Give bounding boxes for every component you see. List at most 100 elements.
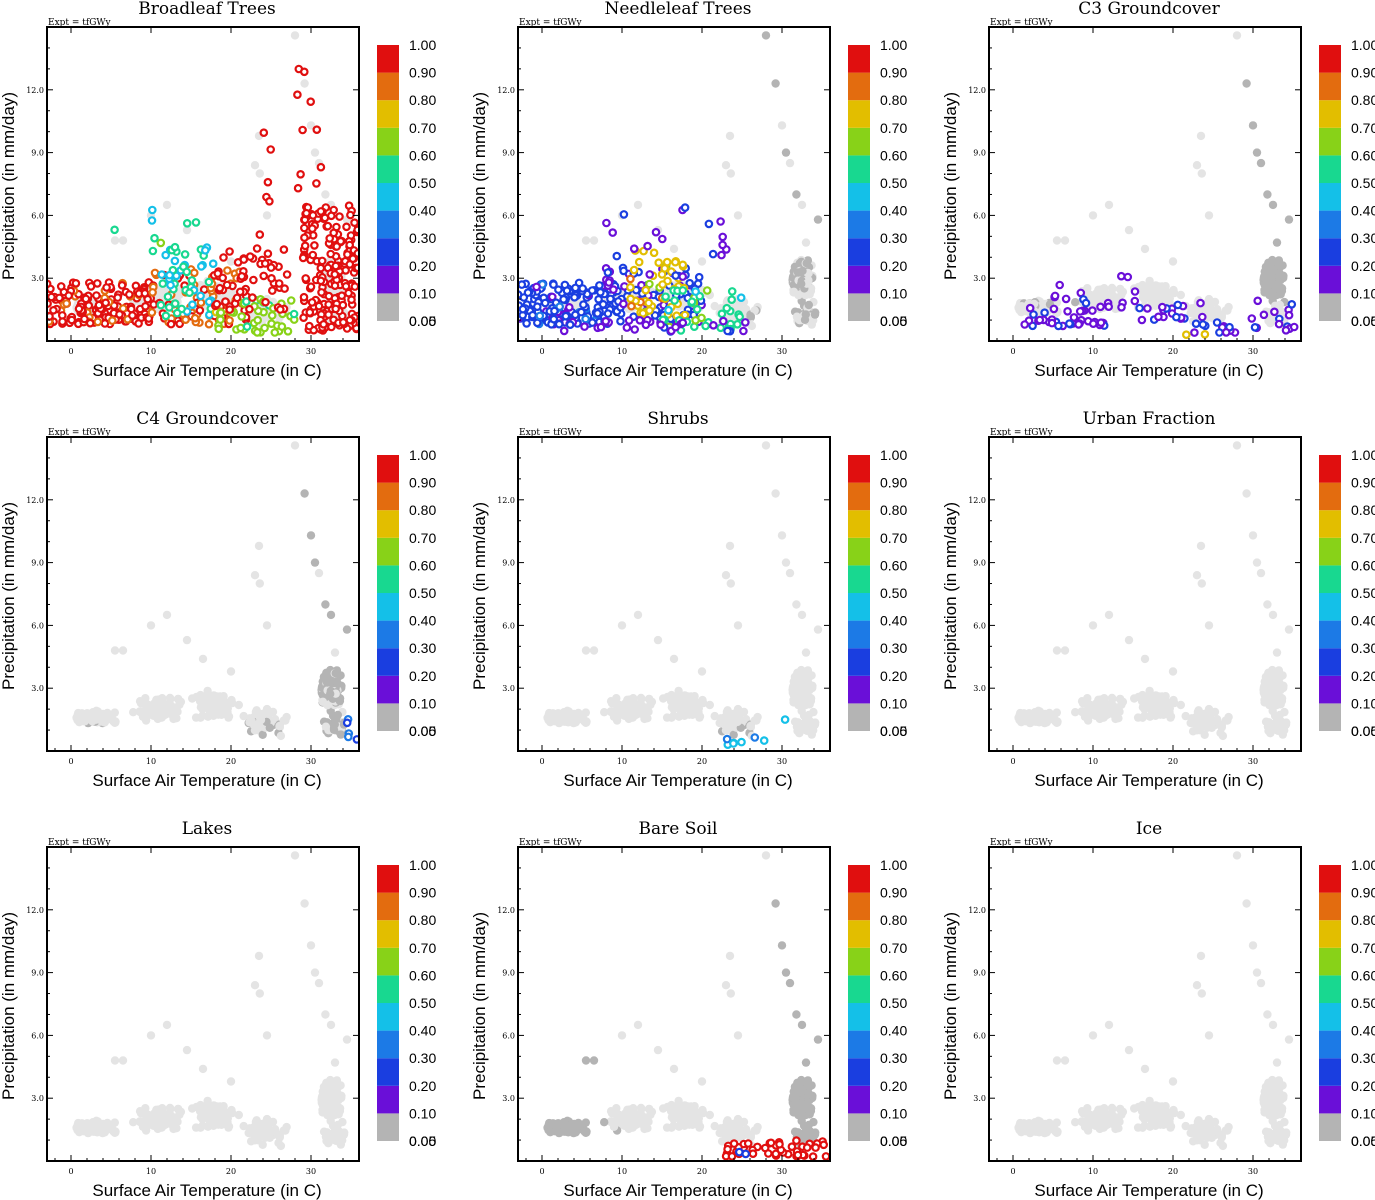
- data-point-highlight: [316, 263, 326, 273]
- data-point: [687, 698, 696, 707]
- data-point-highlight: [225, 316, 234, 325]
- data-point: [810, 720, 820, 729]
- data-point-highlight: [750, 733, 760, 742]
- data-point-highlight: [345, 240, 355, 250]
- data-point-highlight: [645, 279, 654, 289]
- data-point: [314, 568, 324, 578]
- data-point: [716, 718, 725, 727]
- data-point: [813, 215, 823, 224]
- data-point-highlight: [327, 322, 336, 332]
- data-point: [726, 579, 735, 588]
- data-point-highlight: [562, 286, 572, 296]
- data-point: [118, 236, 128, 245]
- data-point: [162, 200, 172, 210]
- data-point-highlight: [127, 304, 136, 314]
- data-point-highlight: [166, 319, 176, 329]
- data-point-highlight: [350, 282, 359, 291]
- data-point-highlight: [324, 291, 334, 301]
- data-point-highlight: [554, 319, 564, 329]
- data-point: [203, 712, 213, 721]
- data-point-highlight: [222, 280, 232, 290]
- data-point-highlight: [1200, 329, 1210, 339]
- data-point-highlight: [312, 125, 322, 135]
- data-point: [785, 568, 795, 578]
- data-point-highlight: [197, 262, 206, 271]
- data-point-highlight: [317, 256, 327, 266]
- plot-frame: [517, 436, 831, 752]
- data-point: [581, 236, 591, 245]
- data-point-highlight: [221, 297, 230, 306]
- data-point: [785, 158, 795, 168]
- y-tick-label: 12.0: [497, 496, 515, 505]
- data-point: [643, 703, 652, 712]
- y-tick-label: 3.0: [502, 684, 515, 693]
- data-point: [797, 200, 807, 210]
- data-point-highlight: [267, 311, 277, 320]
- data-point: [1116, 284, 1125, 294]
- colorbar-label: 0.00: [880, 723, 907, 739]
- colorbar-label: 0.20: [409, 668, 436, 684]
- data-point-highlight: [606, 294, 615, 304]
- data-point-highlight: [325, 234, 335, 243]
- data-point-highlight: [643, 241, 652, 251]
- data-point: [250, 161, 260, 170]
- data-point-highlight: [1284, 310, 1294, 320]
- data-point: [636, 693, 646, 703]
- data-point: [697, 257, 707, 266]
- colorbar-label: 0.80: [880, 502, 907, 518]
- data-point: [813, 625, 823, 634]
- data-point-highlight: [279, 245, 289, 254]
- colorbar-swatch: [377, 293, 399, 321]
- colorbar-swatch: [377, 703, 399, 731]
- colorbar-swatch: [377, 238, 399, 266]
- data-point-highlight: [644, 298, 654, 308]
- data-point-highlight: [190, 268, 199, 278]
- data-point: [669, 654, 679, 664]
- data-point: [806, 286, 816, 296]
- data-point: [636, 707, 645, 716]
- colorbar-label: 0.50: [409, 585, 436, 601]
- data-point-highlight: [343, 732, 353, 742]
- colorbar-label: 0.40: [880, 203, 907, 219]
- data-point: [659, 694, 668, 703]
- data-point-highlight: [323, 221, 333, 231]
- data-point-highlight: [94, 300, 104, 310]
- data-point-highlight: [85, 318, 95, 328]
- expt-label: Expt = tfGWy: [48, 428, 111, 438]
- data-point-highlight: [324, 310, 333, 319]
- data-point-highlight: [293, 90, 302, 100]
- data-point: [226, 257, 236, 266]
- colorbar-label: 1.00: [1351, 37, 1375, 53]
- data-point-highlight: [619, 299, 628, 309]
- data-point-highlight: [165, 303, 174, 312]
- x-tick-label: 10: [617, 347, 627, 356]
- data-point-highlight: [235, 287, 245, 297]
- data-point-highlight: [345, 315, 355, 325]
- data-point-highlight: [306, 97, 316, 107]
- data-point: [75, 712, 84, 721]
- data-point-highlight: [1191, 319, 1201, 329]
- data-point-highlight: [249, 275, 258, 285]
- colorbar-swatch: [377, 593, 399, 621]
- data-point: [306, 531, 316, 540]
- data-point-highlight: [213, 269, 223, 278]
- data-point-highlight: [353, 225, 359, 235]
- data-point: [777, 531, 787, 540]
- data-point-highlight: [330, 281, 340, 291]
- data-point-highlight: [346, 210, 355, 220]
- y-tick-label: 12.0: [968, 86, 986, 95]
- y-tick-label: 3.0: [31, 684, 44, 693]
- data-point-highlight: [242, 297, 251, 306]
- data-point-highlight: [214, 324, 224, 334]
- data-point-highlight: [735, 312, 745, 322]
- colorbar-label: 0.50: [409, 175, 436, 191]
- data-point-highlight: [161, 311, 171, 321]
- data-point: [1269, 266, 1278, 276]
- data-point-highlight: [147, 216, 157, 225]
- x-tick-label: 0: [1010, 347, 1015, 356]
- x-tick-label: 10: [146, 347, 156, 356]
- data-point: [198, 654, 208, 664]
- data-point-highlight: [267, 273, 276, 283]
